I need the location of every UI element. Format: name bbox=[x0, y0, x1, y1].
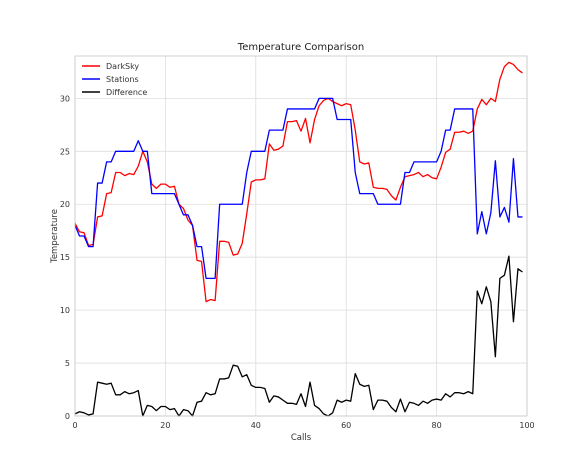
y-tick-label: 0 bbox=[65, 412, 70, 421]
tick-labels: 0 20 40 60 80 100 0 5 10 15 20 25 30 bbox=[60, 94, 535, 430]
y-axis-label: Temperature bbox=[50, 209, 60, 264]
plot-frame bbox=[74, 55, 528, 417]
legend-entry-difference: Difference bbox=[82, 88, 147, 97]
x-tick-label: 100 bbox=[519, 421, 534, 430]
legend-label-difference: Difference bbox=[106, 88, 147, 97]
y-tick-label: 25 bbox=[60, 147, 70, 156]
grid-lines bbox=[74, 56, 528, 417]
series-line-difference bbox=[74, 255, 523, 417]
legend: DarkSky Stations Difference bbox=[82, 62, 147, 97]
series-line-stations bbox=[74, 97, 523, 279]
legend-label-stations: Stations bbox=[106, 75, 139, 84]
x-tick-label: 60 bbox=[341, 421, 351, 430]
y-tick-label: 15 bbox=[60, 253, 70, 262]
legend-label-darksky: DarkSky bbox=[106, 62, 139, 71]
x-axis-label: Calls bbox=[291, 433, 312, 443]
legend-entry-darksky: DarkSky bbox=[82, 62, 139, 71]
x-tick-label: 20 bbox=[160, 421, 170, 430]
x-tick-label: 40 bbox=[251, 421, 261, 430]
y-tick-label: 10 bbox=[60, 306, 70, 315]
y-tick-label: 5 bbox=[65, 359, 70, 368]
y-tick-label: 20 bbox=[60, 200, 70, 209]
series-lines bbox=[74, 61, 523, 417]
y-tick-label: 30 bbox=[60, 94, 70, 103]
x-tick-label: 80 bbox=[432, 421, 442, 430]
x-tick-label: 0 bbox=[72, 421, 77, 430]
chart-title: Temperature Comparison bbox=[237, 42, 364, 53]
legend-entry-stations: Stations bbox=[82, 75, 139, 84]
